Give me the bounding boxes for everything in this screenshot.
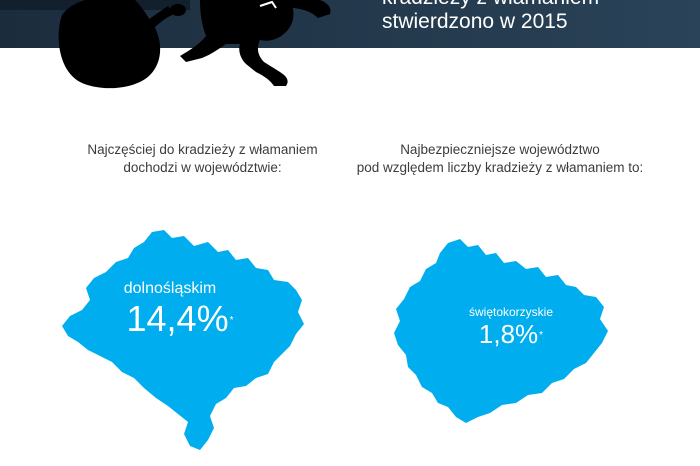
right-caption: Najbezpieczniejsze województwo pod wzglę… [325,141,675,177]
header-title-line2: stwierdzono w 2015 [382,10,568,33]
right-value-text: 1,8% [478,319,539,349]
swietokrzyskie-map [394,239,608,423]
thief-with-bag-icon [58,0,331,89]
right-footnote-mark: * [539,330,544,341]
left-region-value: 14,4%* [110,298,250,340]
left-caption-line2: dochodzi w województwie: [123,160,282,175]
left-caption: Najczęściej do kradzieży z włamaniem doc… [40,141,365,177]
right-caption-line2: pod względem liczby kradzieży z włamanie… [356,160,644,175]
swietokrzyskie-region-shape [394,239,608,423]
header-title-line1: kradzieży z włamaniem [382,0,599,9]
left-footnote-mark: * [229,315,234,326]
dolnoslaskie-map [62,230,304,450]
right-region-name: świętokorzyskie [468,305,554,319]
left-value-text: 14,4% [126,298,229,339]
right-caption-line1: Najbezpieczniejsze województwo [400,142,600,157]
dolnoslaskie-region-shape [62,230,304,450]
right-region-value: 1,8%* [436,318,586,350]
left-region-name: dolnośląskim [123,280,217,297]
left-caption-line1: Najczęściej do kradzieży z włamaniem [87,142,318,157]
